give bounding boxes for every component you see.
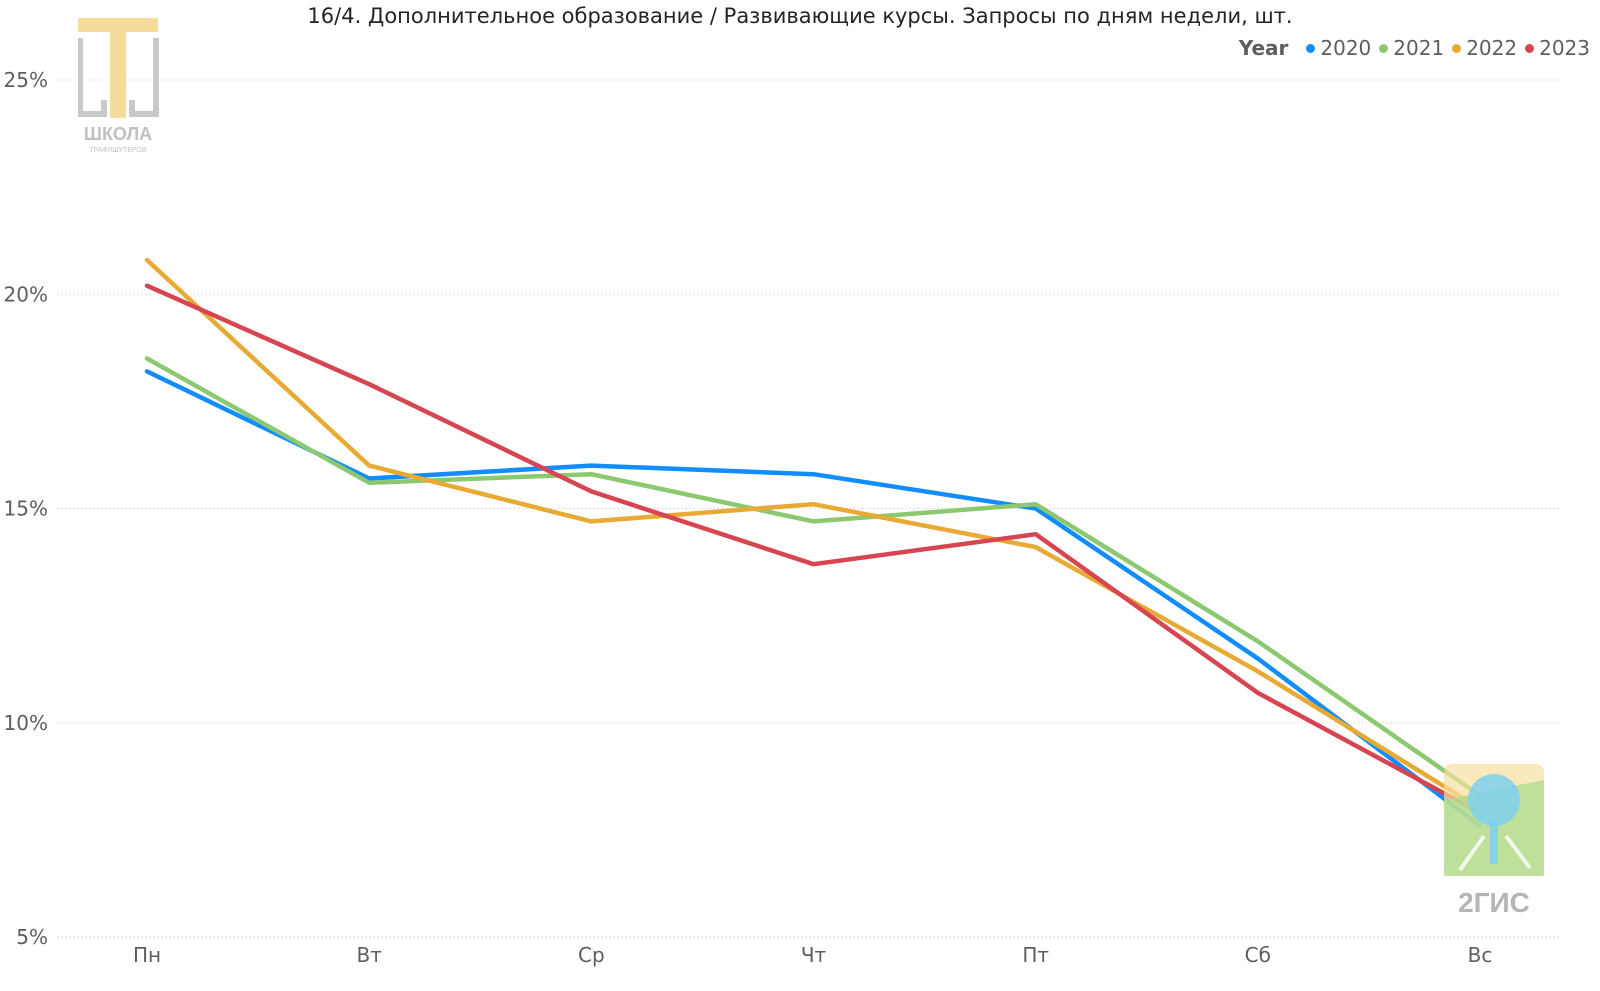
2gis-logo-text: 2ГИС [1458,887,1530,918]
x-tick-label: Сб [1245,943,1271,967]
school-logo-text: ШКОЛА [84,124,152,144]
legend-item-2023[interactable]: 2023 [1525,36,1590,60]
x-tick-label: Вс [1468,943,1493,967]
school-logo: ШКОЛА ТРАФЛШУТЕРОВ [77,16,160,156]
y-tick-label: 20% [4,282,48,306]
legend-items: 2020 2021 2022 2023 [1298,36,1590,60]
legend-label: 2020 [1320,36,1372,60]
x-tick-label: Пт [1022,943,1049,967]
legend-dot-icon [1306,43,1316,53]
legend-item-2020[interactable]: 2020 [1306,36,1371,60]
x-tick-label: Ср [578,943,605,967]
x-tick-label: Вт [356,943,382,967]
school-logo-icon: ШКОЛА ТРАФЛШУТЕРОВ [77,18,159,154]
x-tick-label: Чт [801,943,827,967]
school-logo-subtext: ТРАФЛШУТЕРОВ [89,147,146,154]
legend-item-2021[interactable]: 2021 [1379,36,1444,60]
legend-dot-icon [1525,43,1535,53]
legend-dot-icon [1452,43,1462,53]
legend-label: 2022 [1466,36,1518,60]
2gis-logo: 2ГИС [1440,760,1550,920]
legend-label: 2021 [1393,36,1445,60]
legend-item-2022[interactable]: 2022 [1452,36,1517,60]
y-tick-label: 25% [4,68,48,92]
y-tick-label: 10% [4,711,48,735]
2gis-logo-icon: 2ГИС [1444,764,1544,918]
x-tick-label: Пн [133,943,161,967]
y-tick-label: 5% [16,925,48,949]
chart-title: 16/4. Дополнительное образование / Разви… [307,4,1293,28]
legend-title: Year [1238,36,1289,60]
legend-label: 2023 [1539,36,1590,60]
legend: Year 2020 2021 2022 2023 [1239,36,1590,60]
series-line-2023 [144,283,1483,815]
series-line-2021 [144,356,1483,798]
legend-dot-icon [1379,43,1389,53]
y-tick-label: 15% [4,497,48,521]
series-line-2022 [144,257,1483,811]
series-line-2020 [144,369,1483,828]
